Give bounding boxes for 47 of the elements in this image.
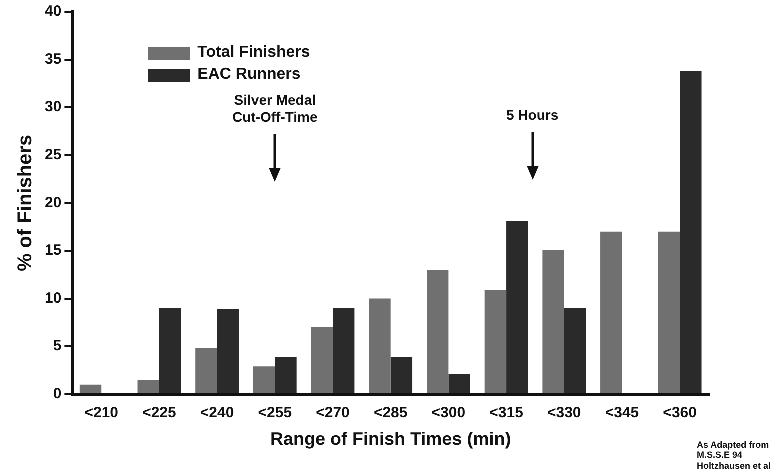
y-tick-label: 0 [53, 386, 62, 403]
bar [484, 290, 507, 394]
bar [217, 309, 239, 394]
legend-label: Total Finishers [198, 44, 310, 62]
legend-label: EAC Runners [198, 66, 301, 84]
x-tick-label: <345 [605, 404, 640, 422]
x-tick-label: <240 [200, 404, 234, 422]
y-tick-label: 10 [44, 290, 62, 307]
bar [159, 308, 182, 394]
y-tick-label: 35 [44, 50, 62, 68]
bar [680, 71, 702, 394]
y-tick-label: 5 [53, 338, 62, 355]
x-tick-label: <360 [663, 404, 697, 422]
bar [658, 232, 680, 394]
annotation: Silver Medal Cut-Off-Time [232, 92, 318, 126]
bar [564, 308, 586, 394]
x-tick-label: <315 [490, 404, 524, 422]
text: As Adapted from M.S.S.E 94 Holtzhausen et al [696, 440, 771, 471]
bar [196, 348, 218, 394]
y-tick-label: 25 [44, 146, 62, 164]
x-tick-label: <300 [432, 404, 466, 422]
bar [506, 221, 528, 394]
bar [311, 327, 333, 394]
bar [138, 380, 160, 394]
annotation: 5 Hours [506, 107, 559, 124]
y-tick-label: 15 [44, 242, 62, 260]
y-tick-label: 20 [44, 194, 62, 212]
bar [332, 308, 355, 394]
bar [600, 232, 622, 394]
y-tick-label: 40 [44, 3, 62, 20]
bar [80, 384, 102, 394]
bar [369, 298, 391, 394]
x-tick-label: <330 [547, 404, 582, 422]
x-tick-label: <285 [374, 404, 408, 422]
x-tick-label: <210 [84, 404, 119, 422]
x-tick-label: <225 [142, 404, 176, 422]
bar [253, 366, 276, 394]
bar [542, 250, 564, 394]
bar [448, 374, 470, 394]
y-tick-label: 30 [44, 98, 62, 116]
bar [426, 270, 449, 394]
bar [275, 357, 297, 394]
y-axis-title: % of Finishers [14, 134, 37, 272]
bar [390, 357, 413, 394]
x-tick-label: <270 [316, 404, 350, 422]
x-axis-title: Range of Finish Times (min) [270, 429, 512, 450]
x-tick-label: <255 [258, 404, 292, 422]
